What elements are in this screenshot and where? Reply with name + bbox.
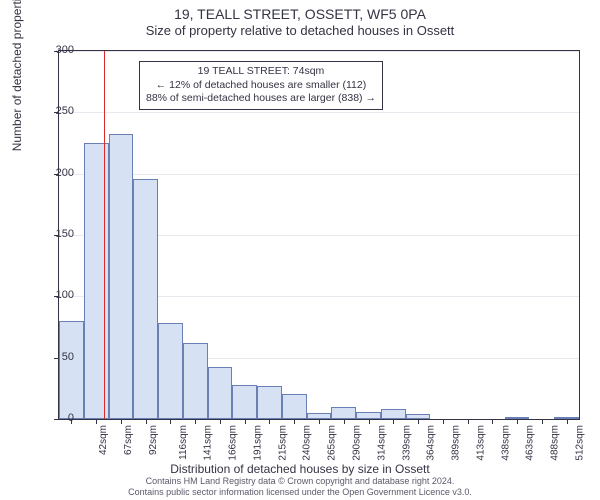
xtick-mark	[170, 419, 171, 424]
gridline	[59, 112, 579, 113]
ytick-label: 150	[44, 228, 74, 240]
footer-line2: Contains public sector information licen…	[0, 487, 600, 498]
xtick-label: 413sqm	[475, 425, 486, 461]
xtick-label: 191sqm	[253, 425, 264, 461]
xtick-label: 314sqm	[376, 425, 387, 461]
xtick-mark	[393, 419, 394, 424]
ytick-label: 200	[44, 167, 74, 179]
xtick-label: 290sqm	[352, 425, 363, 461]
ytick-label: 250	[44, 105, 74, 117]
xtick-mark	[121, 419, 122, 424]
xtick-mark	[418, 419, 419, 424]
histogram-bar	[133, 179, 158, 419]
xtick-mark	[269, 419, 270, 424]
xtick-label: 166sqm	[228, 425, 239, 461]
xtick-mark	[517, 419, 518, 424]
xtick-mark	[195, 419, 196, 424]
y-axis-label: Number of detached properties	[10, 0, 24, 151]
histogram-bar	[208, 367, 233, 419]
xtick-mark	[220, 419, 221, 424]
ytick-label: 0	[44, 412, 74, 424]
xtick-label: 42sqm	[98, 425, 109, 455]
histogram-bar	[381, 409, 406, 419]
histogram-bar	[232, 385, 257, 419]
xtick-label: 116sqm	[178, 425, 189, 460]
x-axis-label: Distribution of detached houses by size …	[0, 462, 600, 476]
xtick-mark	[369, 419, 370, 424]
xtick-label: 364sqm	[426, 425, 437, 461]
histogram-bar	[257, 386, 282, 419]
xtick-mark	[146, 419, 147, 424]
xtick-label: 240sqm	[302, 425, 313, 461]
xtick-label: 67sqm	[123, 425, 134, 455]
histogram-bar	[158, 323, 183, 419]
xtick-mark	[468, 419, 469, 424]
chart-container: 19, TEALL STREET, OSSETT, WF5 0PA Size o…	[0, 0, 600, 500]
xtick-label: 512sqm	[574, 425, 585, 461]
xtick-label: 339sqm	[401, 425, 412, 461]
xtick-mark	[443, 419, 444, 424]
property-marker-line	[104, 51, 105, 419]
xtick-label: 141sqm	[203, 425, 214, 461]
page-title: 19, TEALL STREET, OSSETT, WF5 0PA	[0, 0, 600, 22]
xtick-mark	[319, 419, 320, 424]
ytick-label: 100	[44, 289, 74, 301]
xtick-label: 438sqm	[500, 425, 511, 461]
ytick-label: 300	[44, 44, 74, 56]
xtick-label: 265sqm	[327, 425, 338, 461]
xtick-label: 488sqm	[550, 425, 561, 461]
xtick-mark	[542, 419, 543, 424]
histogram-bar	[84, 143, 109, 419]
histogram-bar	[109, 134, 134, 419]
xtick-label: 215sqm	[277, 425, 288, 461]
histogram-bar	[331, 407, 356, 419]
xtick-mark	[567, 419, 568, 424]
xtick-label: 92sqm	[148, 425, 159, 455]
annotation-line1: 19 TEALL STREET: 74sqm	[146, 65, 376, 79]
xtick-mark	[294, 419, 295, 424]
xtick-mark	[96, 419, 97, 424]
gridline	[59, 174, 579, 175]
histogram-bar	[356, 412, 381, 419]
histogram-bar	[282, 394, 307, 419]
ytick-label: 50	[44, 351, 74, 363]
gridline	[59, 51, 579, 52]
footer-text: Contains HM Land Registry data © Crown c…	[0, 476, 600, 498]
xtick-mark	[245, 419, 246, 424]
annotation-box: 19 TEALL STREET: 74sqm ← 12% of detached…	[139, 61, 383, 110]
xtick-label: 463sqm	[525, 425, 536, 461]
xtick-mark	[344, 419, 345, 424]
footer-line1: Contains HM Land Registry data © Crown c…	[0, 476, 600, 487]
chart-subtitle: Size of property relative to detached ho…	[0, 22, 600, 38]
histogram-bar	[59, 321, 84, 419]
plot-area: 19 TEALL STREET: 74sqm ← 12% of detached…	[58, 50, 580, 420]
xtick-label: 389sqm	[451, 425, 462, 461]
annotation-line2: ← 12% of detached houses are smaller (11…	[146, 79, 376, 93]
annotation-line3: 88% of semi-detached houses are larger (…	[146, 92, 376, 106]
xtick-mark	[492, 419, 493, 424]
histogram-bar	[183, 343, 208, 419]
